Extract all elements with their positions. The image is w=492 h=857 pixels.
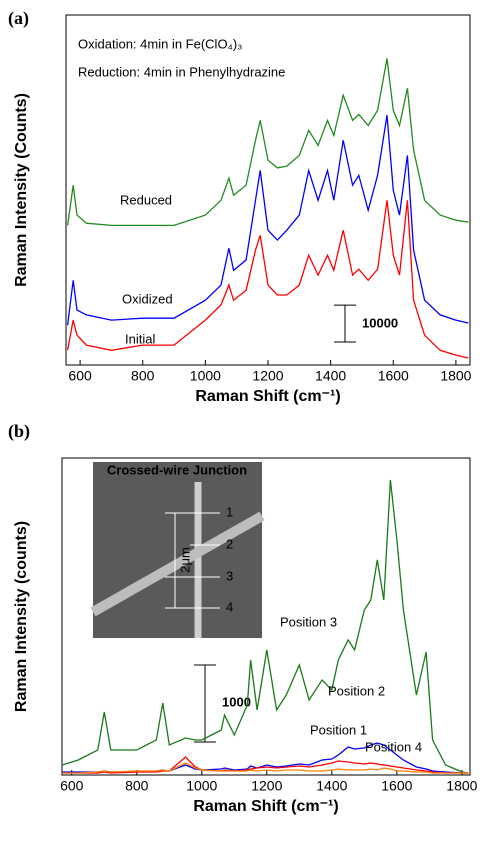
x-tick-label: 1800 [446,778,477,794]
series-label: Position 2 [328,683,385,698]
x-tick-label: 1600 [381,778,412,794]
panel-label: (a) [8,8,29,29]
measure-ticks [165,512,220,609]
x-axis-label: Raman Shift (cm⁻¹) [193,798,338,815]
x-tick-label: 1800 [440,368,471,384]
panel-label: (b) [8,421,30,442]
spectrum-line [66,115,469,326]
x-tick-label: 1200 [251,778,282,794]
y-axis-label: Raman Intensity (Counts) [13,93,30,287]
x-tick-label: 1400 [315,368,346,384]
series-label: Oxidized [122,291,173,306]
spectrum-line [61,479,469,774]
inset-title: Crossed-wire Junction [107,462,247,477]
spectrum-line [62,756,469,774]
series-label: Position 3 [280,614,337,629]
spectrum-line [66,58,469,227]
inset-marker: 1 [226,504,233,519]
scale-bar-label: 10000 [362,315,398,330]
inset-marker: 2 [226,536,233,551]
x-tick-label: 800 [131,368,155,384]
x-tick-label: 600 [68,368,92,384]
x-tick-label: 1400 [316,778,347,794]
annotation: Oxidation: 4min in Fe(ClO₄)₃ [78,36,242,51]
series-label: Position 1 [310,722,367,737]
series-label: Position 4 [365,739,422,754]
scale-bar [334,304,356,343]
wire [90,511,265,617]
x-tick-label: 1600 [378,368,409,384]
x-tick-label: 800 [125,778,149,794]
x-tick-label: 1000 [190,368,221,384]
inset-scale-label: 2μm [177,547,192,573]
annotation: Reduction: 4min in Phenylhydrazine [78,64,285,79]
series-label: Reduced [120,192,172,207]
y-axis-label: Raman Intensity (counts) [13,521,30,712]
inset-marker: 4 [226,599,233,614]
series-label: Initial [125,331,155,346]
spectrum-line [62,762,469,774]
inset-marker: 3 [226,568,233,583]
spectrum-line [66,200,469,359]
x-axis-label: Raman Shift (cm⁻¹) [195,388,340,405]
x-tick-label: 1200 [252,368,283,384]
x-tick-label: 1000 [186,778,217,794]
scale-bar-label: 1000 [222,694,251,709]
plot-frame [61,457,471,776]
x-tick-label: 600 [60,778,84,794]
scale-bar [194,664,216,743]
sem-inset: Crossed-wire Junction 2μm 1 2 3 4 [90,462,265,638]
inset-image [93,462,262,638]
